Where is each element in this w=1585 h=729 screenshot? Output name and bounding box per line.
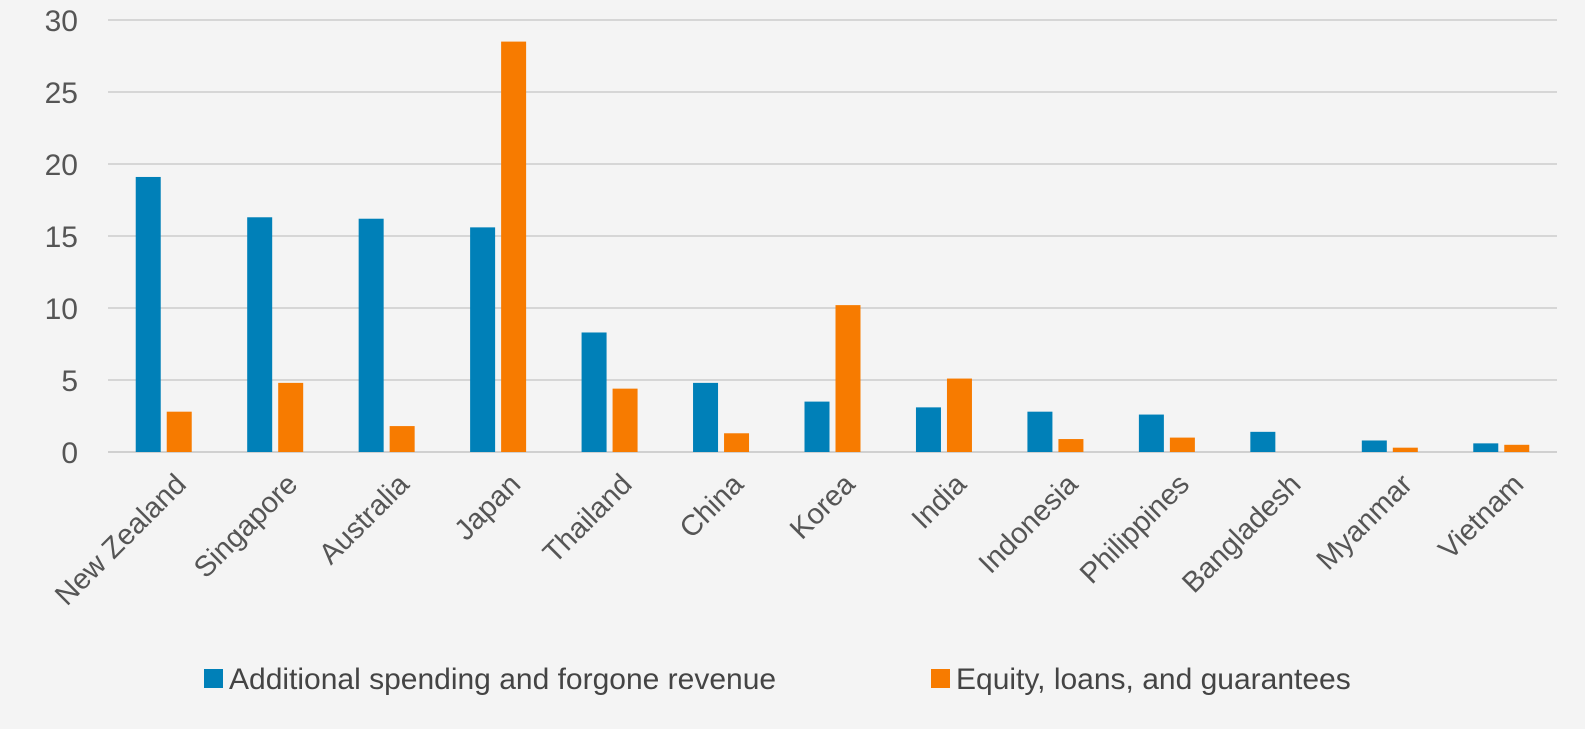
bar-spending-australia	[358, 218, 384, 452]
x-category-label: India	[906, 468, 974, 536]
bar-spending-new-zealand	[135, 176, 161, 452]
bar-equity-korea	[835, 305, 861, 452]
bar-equity-vietnam	[1504, 444, 1530, 452]
x-category-label: Vietnam	[1433, 468, 1530, 565]
y-tick-label: 15	[45, 221, 78, 254]
bar-equity-myanmar	[1392, 447, 1418, 452]
y-axis-ticks: 0 5 10 15 20 25 30	[45, 5, 78, 470]
bar-equity-singapore	[278, 382, 304, 452]
bar-equity-australia	[389, 426, 415, 452]
y-tick-label: 20	[45, 149, 78, 182]
bar-equity-china	[724, 433, 750, 452]
x-category-label: Singapore	[188, 468, 304, 584]
bar-spending-myanmar	[1361, 440, 1387, 452]
legend: Additional spending and forgone revenue E…	[204, 663, 1351, 696]
bar-spending-india	[915, 407, 941, 452]
bar-equity-indonesia	[1058, 439, 1084, 452]
bar-spending-china	[693, 382, 719, 452]
x-category-label: Philippines	[1074, 468, 1196, 590]
x-category-label: Thailand	[537, 468, 638, 569]
x-category-label: New Zealand	[49, 468, 192, 611]
gridlines	[108, 19, 1557, 453]
x-category-label: Australia	[313, 468, 416, 571]
y-tick-label: 10	[45, 293, 78, 326]
bars	[135, 41, 1530, 452]
x-category-label: Indonesia	[973, 468, 1085, 580]
y-tick-label: 5	[61, 365, 78, 398]
bar-spending-philippines	[1138, 414, 1164, 452]
bar-equity-thailand	[612, 388, 638, 452]
bar-spending-indonesia	[1027, 411, 1053, 452]
x-category-label: China	[674, 468, 751, 545]
x-category-label: Japan	[449, 468, 527, 546]
bar-equity-philippines	[1169, 437, 1195, 452]
bar-spending-japan	[470, 227, 496, 452]
y-tick-label: 0	[61, 437, 78, 470]
bar-spending-vietnam	[1473, 443, 1499, 452]
legend-item: Equity, loans, and guarantees	[931, 663, 1351, 696]
legend-label: Additional spending and forgone revenue	[229, 663, 776, 696]
x-category-label: Korea	[784, 468, 862, 546]
x-category-label: Myanmar	[1311, 468, 1419, 576]
legend-swatch	[204, 669, 223, 688]
legend-item: Additional spending and forgone revenue	[204, 663, 776, 696]
bar-equity-india	[946, 378, 972, 452]
legend-swatch	[931, 669, 950, 688]
bar-equity-japan	[501, 41, 527, 452]
bar-spending-bangladesh	[1250, 431, 1276, 452]
legend-label: Equity, loans, and guarantees	[956, 663, 1351, 696]
bar-spending-thailand	[581, 332, 607, 452]
x-category-label: Bangladesh	[1176, 468, 1307, 599]
bar-equity-new-zealand	[166, 411, 192, 452]
y-tick-label: 30	[45, 5, 78, 38]
y-tick-label: 25	[45, 77, 78, 110]
bar-spending-singapore	[247, 217, 273, 452]
bar-spending-korea	[804, 401, 830, 452]
